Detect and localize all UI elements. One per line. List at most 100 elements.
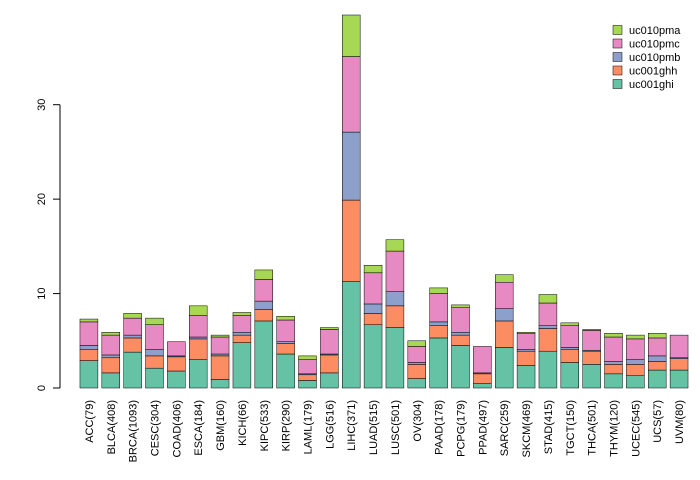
bar-segment-uc010pma <box>451 304 470 308</box>
x-tick-label: SKCM(469) <box>521 400 533 457</box>
x-tick-label: GBM(160) <box>215 400 227 451</box>
bar-thca-501 <box>582 329 601 389</box>
bar-segment-uc010pma <box>232 312 252 316</box>
bar-acc-79 <box>79 318 99 389</box>
bar-segment-uc010pma <box>648 332 667 339</box>
bar-segment-uc001ghh <box>298 374 317 381</box>
bar-segment-uc001ghi <box>538 350 558 389</box>
bar-kipc-533 <box>254 269 273 389</box>
bar-segment-uc001ghi <box>123 351 142 389</box>
bar-segment-uc001ghi <box>276 353 295 389</box>
bar-segment-uc010pmc <box>669 334 689 359</box>
bar-segment-uc001ghb <box>232 332 252 336</box>
bar-segment-uc001ghi <box>669 369 689 389</box>
bar-segment-uc001ghb <box>560 347 579 350</box>
bar-segment-uc010pma <box>79 318 99 323</box>
bar-segment-uc001ghb <box>145 349 164 357</box>
bar-segment-uc001ghi <box>385 327 405 389</box>
bar-segment-uc001ghh <box>363 313 383 325</box>
x-tick-label: LUAD(515) <box>368 400 380 455</box>
bar-segment-uc010pmc <box>538 302 558 326</box>
bar-segment-uc010pma <box>495 274 514 283</box>
bar-segment-uc001ghh <box>189 338 208 360</box>
bar-coad-406 <box>167 341 186 389</box>
legend-label-uc001ghi: uc001ghi <box>629 79 674 91</box>
bar-kich-66 <box>232 312 252 389</box>
bar-segment-uc010pmc <box>101 334 120 356</box>
y-tick-label: 10 <box>36 287 48 299</box>
bar-segment-uc001ghh <box>516 350 536 366</box>
bar-thym-120 <box>604 332 623 389</box>
bar-segment-uc010pma <box>560 322 579 326</box>
x-tick-label: KIPC(533) <box>259 400 271 451</box>
bar-segment-uc010pmc <box>626 338 645 360</box>
bar-segment-uc001ghi <box>495 347 514 389</box>
bar-segment-uc010pmc <box>604 336 623 362</box>
bar-segment-uc010pma <box>123 313 142 319</box>
x-tick-label: ACC(79) <box>84 400 96 443</box>
y-tick-label: 30 <box>36 99 48 111</box>
bar-ucs-57 <box>648 332 667 389</box>
bar-segment-uc001ghh <box>429 325 448 339</box>
legend-label-uc001ghh: uc001ghh <box>629 66 677 78</box>
bar-segment-uc001ghb <box>101 354 120 359</box>
bar-brca-1093 <box>123 313 142 389</box>
bar-segment-uc001ghh <box>123 337 142 353</box>
bar-segment-uc001ghi <box>429 337 448 389</box>
bar-segment-uc010pmc <box>189 315 208 338</box>
bar-segment-uc010pmc <box>516 332 536 350</box>
bar-segment-uc010pma <box>254 269 273 280</box>
bar-segment-uc010pmc <box>123 317 142 336</box>
x-tick-label: LUSC(501) <box>390 400 402 455</box>
x-tick-label: CESC(304) <box>150 400 162 456</box>
x-tick-label: PPAD(497) <box>477 400 489 455</box>
bar-segment-uc001ghb <box>516 349 536 352</box>
bar-segment-uc010pmc <box>79 321 99 346</box>
bar-segment-uc010pma <box>604 332 623 338</box>
bar-segment-uc001ghi <box>648 369 667 389</box>
bar-segment-uc001ghi <box>407 378 426 389</box>
bar-segment-uc010pma <box>342 14 361 57</box>
bar-segment-uc001ghh <box>342 199 361 282</box>
bar-segment-uc001ghi <box>254 320 273 389</box>
bar-segment-uc001ghi <box>101 372 120 389</box>
bar-segment-uc001ghh <box>538 328 558 352</box>
bar-segment-uc010pmc <box>451 307 470 333</box>
bar-segment-uc001ghi <box>79 360 99 389</box>
bar-ucec-545 <box>626 334 645 389</box>
bar-ppad-497 <box>473 346 492 389</box>
bar-segment-uc001ghb <box>189 336 208 340</box>
legend-swatch-uc010pmc <box>612 38 623 49</box>
x-axis-labels: ACC(79) BLCA(408) BRCA(1093) CESC(304) COAD(… <box>84 400 686 462</box>
bar-segment-uc010pmc <box>407 346 426 363</box>
x-tick-label: THCA(501) <box>587 400 599 456</box>
bar-segment-uc010pmc <box>560 325 579 348</box>
bar-segment-uc010pmc <box>210 336 230 355</box>
bar-luad-515 <box>363 264 383 389</box>
bar-segment-uc010pmc <box>320 329 339 355</box>
bar-lihc-371 <box>342 14 361 389</box>
bar-segment-uc001ghb <box>604 361 623 365</box>
bar-segment-uc001ghb <box>385 291 405 307</box>
bar-segment-uc010pmc <box>276 319 295 342</box>
bar-segment-uc001ghb <box>648 355 667 362</box>
bar-segment-uc010pmc <box>342 56 361 133</box>
bar-segment-uc010pmc <box>145 324 164 350</box>
legend-swatch-uc001ghh <box>612 65 623 76</box>
bar-segment-uc001ghh <box>254 309 273 322</box>
bar-segment-uc001ghi <box>516 365 536 389</box>
bar-segment-uc010pma <box>429 287 448 294</box>
bar-segment-uc001ghb <box>407 362 426 365</box>
x-tick-label: UCEC(545) <box>630 400 642 457</box>
legend-label-uc010pmb: uc010pmb <box>629 52 680 64</box>
y-tick-label: 20 <box>36 193 48 205</box>
bar-segment-uc001ghb <box>495 308 514 322</box>
bar-segment-uc001ghb <box>538 325 558 329</box>
x-tick-label: BRCA(1093) <box>128 400 140 462</box>
bar-lusc-501 <box>385 239 405 389</box>
bar-stad-415 <box>538 294 558 389</box>
bar-gbm-160 <box>210 334 230 389</box>
legend-swatch-uc010pmb <box>612 52 623 62</box>
bar-segment-uc010pmc <box>429 293 448 323</box>
